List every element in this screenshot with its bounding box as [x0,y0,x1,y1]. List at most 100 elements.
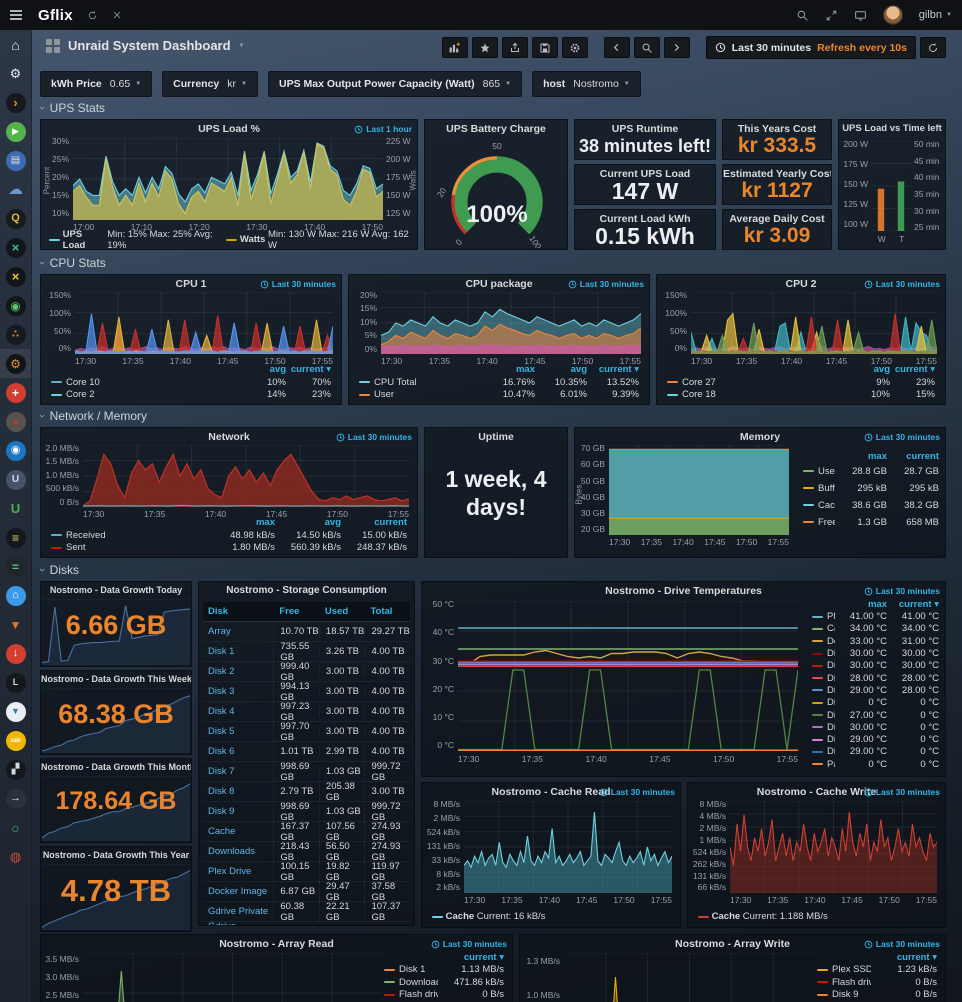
sidebar-app-item[interactable]: ▞ [0,755,31,784]
sidebar-app-item[interactable]: ◉ [0,291,31,320]
sidebar-app-item[interactable]: ▶ [0,117,31,146]
cache-write-chart[interactable] [730,801,937,893]
legend-item[interactable]: Cache Current: 16 kB/s [432,911,545,924]
panel-title[interactable]: Current UPS Load [599,168,691,180]
panel-title[interactable]: UPS Battery Charge [446,123,546,135]
panel-title[interactable]: UPS Runtime [611,123,679,135]
tab-close-icon[interactable] [112,10,122,20]
panel-title[interactable]: Nostromo - Array Read [219,938,334,950]
panel-title[interactable]: Current Load kWh [599,213,691,225]
sidebar-app-item[interactable]: ▤ [0,146,31,175]
cpu1-chart[interactable] [75,292,333,354]
cache-read-chart[interactable] [464,801,672,893]
dashboard-title-caret-icon[interactable]: ▼ [238,42,245,49]
sidebar-app-item[interactable]: → [0,784,31,813]
sidebar-app-item[interactable]: × [0,262,31,291]
cpu2-chart[interactable] [691,292,937,354]
row-header-network-memory[interactable]: › Network / Memory [35,409,148,423]
drive-temps-chart[interactable] [458,601,798,751]
sidebar-app-item[interactable]: ▲ [0,407,31,436]
panel-title[interactable]: Network [208,431,250,443]
sidebar-app-item[interactable]: Q [0,204,31,233]
legend-item[interactable]: Disk 329.00 °C0 °C [812,733,939,745]
panel-title[interactable]: Average Daily Cost [729,213,825,225]
sidebar-app-item[interactable]: ▼ [0,697,31,726]
sidebar-app-item[interactable]: ⚙ [0,349,31,378]
legend-item[interactable]: Cache Current: 1.188 MB/s [698,911,828,924]
sidebar-app-item[interactable]: ○ [0,813,31,842]
hamburger-menu-icon[interactable] [8,7,24,23]
panel-title[interactable]: Nostromo - Data Growth This Week [41,674,192,684]
user-avatar[interactable] [882,5,903,25]
sidebar-app-item[interactable]: ⌂ [0,581,31,610]
time-back-button[interactable] [603,37,630,58]
fullscreen-icon[interactable] [825,9,838,22]
legend-item[interactable]: Core 18 10% 15% [667,389,935,402]
panel-title[interactable]: Nostromo - Data Growth This Month [41,762,192,772]
panel-title[interactable]: Memory [739,431,781,443]
sidebar-app-item[interactable]: sab [0,726,31,755]
refresh-dashboard-button[interactable] [920,37,946,58]
panel-title[interactable]: Nostromo - Drive Temperatures [605,585,762,597]
save-dashboard-button[interactable] [531,37,558,58]
legend-item[interactable]: Plex SSD 1.23 kB/s [817,964,937,977]
legend-item[interactable]: Parity0 °C0 °C [812,758,939,770]
legend-item[interactable]: Disk 930.00 °C30.00 °C [812,647,939,659]
variable-dropdown[interactable]: host Nostromo ▼ [532,71,641,97]
sidebar-app-item[interactable]: U [0,494,31,523]
legend-item[interactable]: Disk 729.00 °C28.00 °C [812,684,939,696]
variable-dropdown[interactable]: Currency kr ▼ [162,71,258,97]
variable-dropdown[interactable]: kWh Price 0.65 ▼ [40,71,153,97]
variable-dropdown[interactable]: UPS Max Output Power Capacity (Watt) 865… [267,71,523,97]
legend-item[interactable]: Core 10 10% 70% [51,376,331,389]
time-range-picker[interactable]: Last 30 minutes Refresh every 10s [705,36,916,59]
panel-title[interactable]: Nostromo - Array Write [675,938,790,950]
cpu-package-chart[interactable] [381,292,641,354]
row-header-disks[interactable]: › Disks [35,563,80,577]
sidebar-app-item[interactable]: ☁ [0,175,31,204]
legend-item[interactable]: User 10.47% 6.01% 9.39% [359,389,639,402]
legend-item[interactable]: Core 27 9% 23% [667,376,935,389]
dashboard-title[interactable]: Unraid System Dashboard [68,38,231,53]
tab-refresh-icon[interactable] [87,10,98,21]
row-header-ups-stats[interactable]: › UPS Stats [35,101,106,115]
panel-title[interactable]: Nostromo - Data Growth This Year [42,850,190,860]
legend-item[interactable]: Received 48.98 kB/s 14.50 kB/s 15.00 kB/s [51,529,407,542]
share-dashboard-button[interactable] [501,37,528,58]
sidebar-app-item[interactable]: ≡ [0,523,31,552]
legend-item[interactable]: Downloads471.86 kB/s [384,976,504,989]
sidebar-app-item[interactable]: ⌂ [0,30,31,59]
legend-item[interactable]: Disk 430.00 °C0 °C [812,721,939,733]
legend-item[interactable]: Disk 60 °C0 °C [812,697,939,709]
row-header-cpu-stats[interactable]: › CPU Stats [35,256,106,270]
legend-item[interactable]: Disk 229.00 °C0 °C [812,746,939,758]
legend-item[interactable]: UPS Load Min: 15% Max: 25% Avg: 19% [49,229,226,249]
sidebar-app-item[interactable]: ↓ [0,639,31,668]
panel-title[interactable]: Nostromo - Cache Write [756,786,877,798]
zoom-out-button[interactable] [633,37,660,58]
sidebar-app-item[interactable]: U [0,465,31,494]
sidebar-app-item[interactable]: ▼ [0,610,31,639]
network-chart[interactable] [83,445,409,507]
legend-item[interactable]: Watts Min: 130 W Max: 216 W Avg: 162 W [226,229,409,249]
legend-item[interactable]: Flash drive0 B/s [817,976,937,989]
legend-item[interactable]: Core 2 14% 23% [51,389,331,402]
legend-item[interactable]: Cache34.00 °C34.00 °C [812,623,939,635]
star-dashboard-button[interactable] [471,37,498,58]
sidebar-app-item[interactable]: ◉ [0,436,31,465]
panel-title[interactable]: CPU 2 [785,278,817,290]
sidebar-app-item[interactable]: › [0,88,31,117]
sidebar-app-item[interactable]: L [0,668,31,697]
dashboard-grid-icon[interactable] [46,38,60,53]
sidebar-app-item[interactable]: ∴ [0,320,31,349]
tv-mode-icon[interactable] [854,9,867,22]
legend-item[interactable]: Plex SSD41.00 °C41.00 °C [812,611,939,623]
panel-title[interactable]: Nostromo - Storage Consumption [226,585,387,596]
memory-chart[interactable] [609,445,789,535]
panel-title[interactable]: Nostromo - Cache Read [491,786,611,798]
legend-item[interactable]: CPU Total 16.76% 10.35% 13.52% [359,376,639,389]
